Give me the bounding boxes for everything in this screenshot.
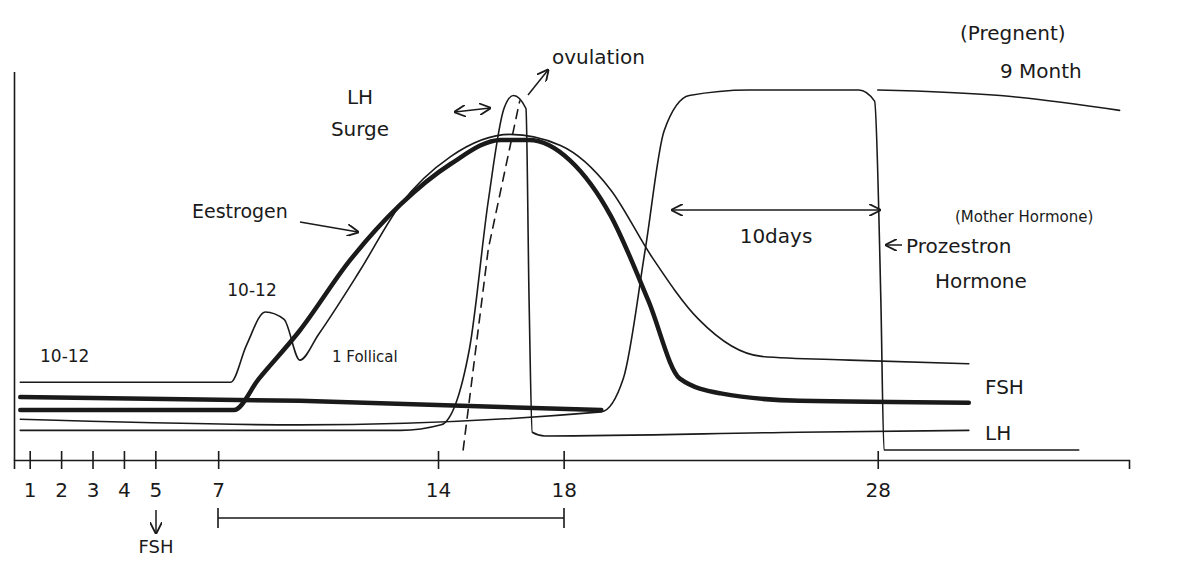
bracket xyxy=(218,508,564,528)
hormone-line xyxy=(463,101,520,450)
y-axis-line xyxy=(14,72,16,461)
arrow xyxy=(455,108,490,112)
annotation: Prozestron xyxy=(906,234,1012,258)
arrow xyxy=(672,209,880,211)
chart: 12345 7 14 18 28 (Pregnent) 9 Month LH Surge ovul… xyxy=(0,0,1185,567)
arrow xyxy=(886,244,902,246)
x-tick-mark xyxy=(92,451,94,469)
x-tick: 28 xyxy=(866,451,891,502)
x-tick: 2 xyxy=(55,451,68,502)
hormone-line xyxy=(20,134,969,382)
x-axis-line xyxy=(15,461,1130,470)
annotation: 10-12 xyxy=(40,346,89,366)
x-tick-label: 18 xyxy=(551,478,576,502)
hormone-line xyxy=(20,140,969,410)
annotation: 9 Month xyxy=(1000,59,1082,83)
arrow xyxy=(528,70,548,95)
annotation: (Pregnent) xyxy=(960,21,1066,45)
annotation: 10days xyxy=(740,224,813,248)
x-tick: 14 xyxy=(426,451,451,502)
annotation: Eestrogen xyxy=(192,200,288,222)
x-tick: 7 xyxy=(212,451,225,502)
x-tick: 3 xyxy=(87,451,100,502)
x-tick-label: 1 xyxy=(24,478,37,502)
x-tick: 4 xyxy=(118,451,131,502)
x-tick-mark xyxy=(563,451,565,469)
annotation-line: LH xyxy=(347,85,373,109)
x-tick-mark xyxy=(29,451,31,469)
x-axis: 12345 7 14 18 28 xyxy=(15,451,1130,502)
annotation: (Mother Hormone) xyxy=(955,208,1093,226)
hormone-line xyxy=(20,90,1078,450)
x-tick-mark xyxy=(438,451,440,469)
hormone-line xyxy=(878,90,1120,110)
annotation: 10-12 xyxy=(227,280,276,300)
annotation: FSH xyxy=(985,375,1024,399)
x-tick-label: 5 xyxy=(149,478,162,502)
x-tick-label: 2 xyxy=(55,478,68,502)
x-tick-mark xyxy=(124,451,126,469)
annotation: FSH xyxy=(139,536,174,557)
annotation: Hormone xyxy=(935,269,1027,293)
annotations: (Pregnent) 9 Month LH Surge ovulation Eestrog… xyxy=(40,21,1093,557)
x-tick-label: 28 xyxy=(866,478,891,502)
annotation-line: Surge xyxy=(331,117,389,141)
x-tick-mark xyxy=(155,451,157,469)
x-tick-label: 7 xyxy=(212,478,225,502)
y-axis xyxy=(14,72,15,461)
x-tick: 18 xyxy=(551,451,576,502)
arrow xyxy=(155,510,157,533)
plot-area xyxy=(20,90,1119,450)
x-tick-label: 14 xyxy=(426,478,451,502)
annotation: LH xyxy=(985,421,1011,445)
x-tick: 1 xyxy=(24,451,37,502)
x-tick: 5 xyxy=(149,451,162,502)
annotation: LH Surge xyxy=(331,85,389,141)
x-tick-mark xyxy=(218,451,220,469)
decorations xyxy=(156,70,902,533)
arrow xyxy=(300,222,358,232)
hormone-line xyxy=(20,397,601,410)
x-tick-label: 4 xyxy=(118,478,131,502)
annotation: 1 Follical xyxy=(332,348,398,366)
annotation: ovulation xyxy=(552,45,645,69)
x-tick-mark xyxy=(61,451,63,469)
x-tick-mark xyxy=(877,451,879,469)
hormone-line xyxy=(20,96,969,436)
x-tick-label: 3 xyxy=(87,478,100,502)
